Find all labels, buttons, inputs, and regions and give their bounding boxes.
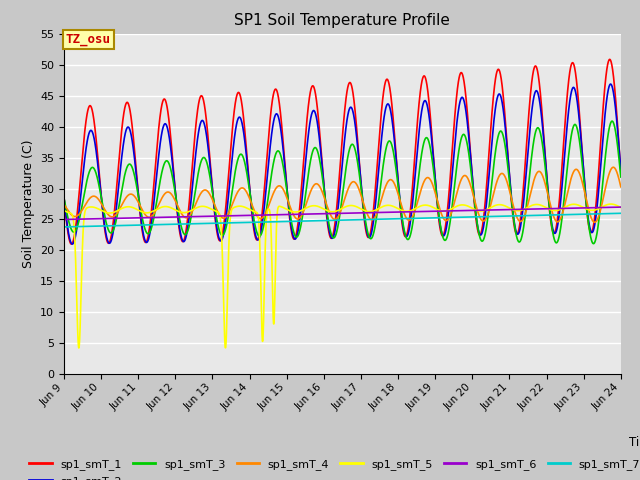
sp1_smT_4: [406, 217, 414, 223]
sp1_smT_3: [179, 230, 187, 236]
sp1_smT_3: [608, 118, 616, 124]
Line: sp1_smT_1: sp1_smT_1: [64, 60, 621, 244]
sp1_smT_2: [397, 206, 404, 212]
sp1_smT_6: [406, 209, 414, 215]
Line: sp1_smT_3: sp1_smT_3: [64, 121, 621, 244]
sp1_smT_3: [60, 195, 68, 201]
Line: sp1_smT_7: sp1_smT_7: [64, 213, 621, 227]
sp1_smT_2: [406, 217, 414, 223]
sp1_smT_4: [60, 202, 68, 207]
sp1_smT_2: [216, 237, 223, 242]
sp1_smT_1: [180, 238, 188, 244]
sp1_smT_6: [564, 205, 572, 211]
sp1_smT_4: [179, 213, 187, 219]
Text: TZ_osu: TZ_osu: [66, 33, 111, 46]
sp1_smT_5: [397, 207, 404, 213]
sp1_smT_3: [617, 174, 625, 180]
sp1_smT_5: [180, 210, 188, 216]
sp1_smT_3: [406, 232, 414, 238]
Line: sp1_smT_6: sp1_smT_6: [64, 207, 621, 219]
sp1_smT_2: [617, 165, 625, 171]
sp1_smT_1: [617, 169, 625, 175]
sp1_smT_3: [397, 204, 404, 210]
sp1_smT_1: [406, 206, 414, 212]
sp1_smT_4: [609, 164, 617, 170]
sp1_smT_7: [216, 220, 223, 226]
sp1_smT_2: [60, 195, 68, 201]
sp1_smT_5: [617, 204, 625, 210]
Title: SP1 Soil Temperature Profile: SP1 Soil Temperature Profile: [234, 13, 451, 28]
sp1_smT_5: [406, 208, 414, 214]
sp1_smT_2: [564, 113, 572, 119]
sp1_smT_6: [616, 204, 624, 210]
sp1_smT_6: [397, 209, 404, 215]
sp1_smT_6: [60, 216, 68, 222]
sp1_smT_3: [216, 228, 223, 234]
sp1_smT_7: [616, 210, 624, 216]
sp1_smT_5: [607, 201, 615, 207]
sp1_smT_3: [564, 159, 572, 165]
X-axis label: Time: Time: [628, 436, 640, 449]
sp1_smT_5: [60, 208, 68, 214]
sp1_smT_1: [606, 57, 614, 62]
sp1_smT_5: [564, 203, 572, 208]
sp1_smT_1: [617, 167, 625, 173]
sp1_smT_1: [68, 241, 76, 247]
sp1_smT_2: [68, 241, 76, 247]
sp1_smT_4: [564, 188, 572, 194]
sp1_smT_1: [216, 238, 223, 244]
sp1_smT_4: [397, 200, 404, 205]
sp1_smT_7: [617, 210, 625, 216]
sp1_smT_2: [607, 81, 614, 87]
sp1_smT_1: [564, 84, 572, 89]
sp1_smT_5: [617, 204, 625, 210]
Line: sp1_smT_4: sp1_smT_4: [64, 167, 621, 222]
sp1_smT_5: [75, 345, 83, 351]
sp1_smT_7: [406, 216, 414, 221]
Y-axis label: Soil Temperature (C): Soil Temperature (C): [22, 140, 35, 268]
sp1_smT_2: [180, 239, 188, 244]
sp1_smT_5: [216, 212, 223, 217]
sp1_smT_4: [617, 184, 625, 190]
sp1_smT_1: [60, 194, 68, 200]
sp1_smT_6: [216, 213, 223, 219]
Line: sp1_smT_2: sp1_smT_2: [64, 84, 621, 244]
sp1_smT_7: [564, 212, 572, 217]
sp1_smT_7: [397, 216, 404, 222]
sp1_smT_3: [589, 241, 597, 247]
sp1_smT_6: [617, 204, 625, 210]
sp1_smT_1: [397, 210, 404, 216]
Line: sp1_smT_5: sp1_smT_5: [64, 204, 621, 348]
sp1_smT_3: [617, 172, 625, 178]
sp1_smT_2: [617, 167, 625, 172]
sp1_smT_4: [591, 219, 598, 225]
Legend: sp1_smT_1, sp1_smT_2, sp1_smT_3, sp1_smT_4, sp1_smT_5, sp1_smT_6, sp1_smT_7: sp1_smT_1, sp1_smT_2, sp1_smT_3, sp1_smT…: [25, 455, 640, 480]
sp1_smT_4: [216, 212, 223, 218]
sp1_smT_4: [617, 183, 625, 189]
sp1_smT_7: [179, 221, 187, 227]
sp1_smT_6: [179, 214, 187, 220]
sp1_smT_7: [60, 224, 68, 230]
